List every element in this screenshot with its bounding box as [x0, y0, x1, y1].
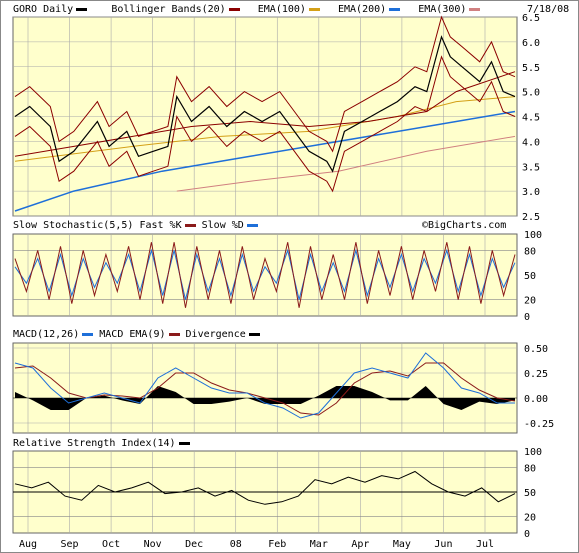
legend-fast-k: Fast %K: [139, 220, 182, 231]
price-ytick-3.0: 3.0: [522, 187, 540, 198]
rsi-ytick-0: 0: [524, 529, 530, 540]
macd-swatch: [82, 332, 94, 336]
x-label-Dec: Dec: [185, 539, 203, 550]
macd-ytick-0.25: 0.25: [524, 369, 548, 380]
rsi-ytick-20: 20: [524, 513, 536, 524]
price-ytick-2.5: 2.5: [522, 212, 540, 223]
stoch-ytick-80: 80: [524, 246, 536, 257]
macd-ytick--0.25: -0.25: [524, 419, 554, 430]
x-label-Apr: Apr: [351, 539, 369, 550]
macd-ema-line: [14, 362, 516, 416]
price-header: GORO Daily Bollinger Bands(20) EMA(100) …: [13, 4, 481, 15]
macd-ema-swatch: [168, 332, 180, 336]
x-label-Jun: Jun: [434, 539, 452, 550]
chart-date: 7/18/08: [527, 4, 570, 15]
x-label-Oct: Oct: [102, 539, 120, 550]
divergence-swatch: [248, 332, 260, 336]
x-label-May: May: [393, 539, 411, 550]
macd-title: MACD(12,26): [13, 329, 80, 340]
bollinger-swatch: [228, 7, 240, 11]
price-line: [14, 35, 516, 173]
ema200-swatch: [389, 7, 401, 11]
legend-macd-ema: MACD EMA(9): [99, 329, 166, 340]
price-swatch: [76, 7, 88, 11]
macd-ytick-0.00: 0.00: [524, 394, 548, 405]
rsi-ytick-100: 100: [524, 447, 542, 458]
legend-bollinger: Bollinger Bands(20): [111, 4, 226, 15]
ema300-line: [14, 110, 516, 212]
panel-bg-2: [12, 342, 518, 434]
legend-slow-d: Slow %D: [201, 220, 244, 231]
price-ytick-6.5: 6.5: [522, 13, 540, 24]
rsi-swatch: [178, 441, 190, 445]
legend-ema100: EMA(100): [257, 4, 306, 15]
ema100-swatch: [308, 7, 320, 11]
watermark: ©BigCharts.com: [422, 220, 507, 231]
macd-line: [14, 352, 515, 419]
stoch-ytick-20: 20: [524, 296, 536, 307]
macd-ytick-0.50: 0.50: [524, 344, 548, 355]
bollinger-upper: [14, 15, 516, 153]
x-label-Feb: Feb: [268, 539, 286, 550]
stoch-ytick-100: 100: [524, 230, 542, 241]
rsi-ytick-50: 50: [524, 488, 536, 499]
stoch-title: Slow Stochastic(5,5): [13, 220, 134, 231]
ema300-swatch: [469, 7, 481, 11]
macd-header: MACD(12,26) MACD EMA(9) Divergence: [13, 329, 260, 340]
stoch-header: Slow Stochastic(5,5) Fast %K Slow %D: [13, 220, 258, 231]
rsi-ytick-80: 80: [524, 463, 536, 474]
price-ytick-3.5: 3.5: [522, 162, 540, 173]
x-label-Aug: Aug: [19, 539, 37, 550]
stoch-ytick-50: 50: [524, 271, 536, 282]
slow-d-line: [14, 248, 516, 300]
price-ytick-6.0: 6.0: [522, 38, 540, 49]
price-ytick-5.0: 5.0: [522, 88, 540, 99]
fast-k-line: [14, 242, 516, 308]
bollinger-lower: [14, 55, 516, 193]
slow-d-swatch: [246, 223, 258, 227]
legend-ema300: EMA(300): [418, 4, 467, 15]
x-label-Mar: Mar: [310, 539, 328, 550]
stoch-ytick-0: 0: [524, 312, 530, 323]
price-ytick-5.5: 5.5: [522, 63, 540, 74]
fast-k-swatch: [184, 223, 196, 227]
rsi-header: Relative Strength Index(14): [13, 438, 190, 449]
price-ytick-4.5: 4.5: [522, 113, 540, 124]
ema100-line: [14, 71, 516, 157]
legend-divergence: Divergence: [185, 329, 246, 340]
x-label-08: 08: [230, 539, 242, 550]
x-label-Jul: Jul: [476, 539, 494, 550]
price-ytick-4.0: 4.0: [522, 137, 540, 148]
legend-ema200: EMA(200): [338, 4, 387, 15]
x-label-Nov: Nov: [144, 539, 162, 550]
rsi-title: Relative Strength Index(14): [13, 438, 176, 449]
panel-bg-1: [12, 233, 518, 317]
rsi-line: [14, 470, 516, 505]
x-label-Sep: Sep: [61, 539, 79, 550]
ticker-title: GORO Daily: [13, 4, 74, 15]
